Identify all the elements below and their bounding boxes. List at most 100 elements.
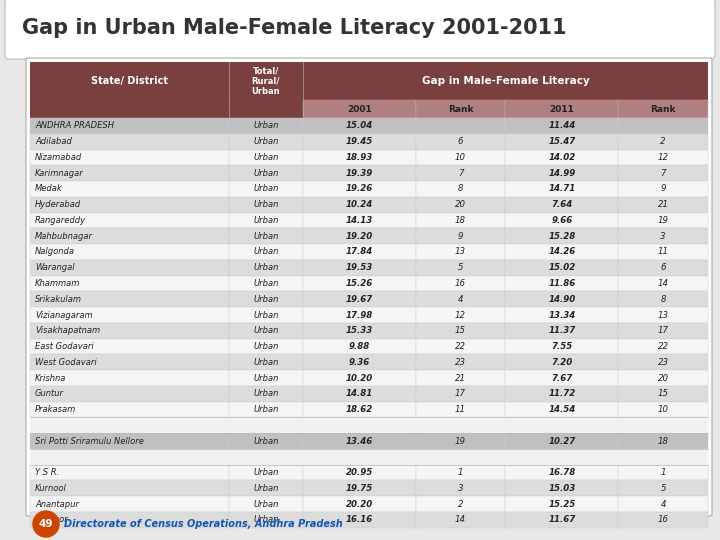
Text: 7: 7 xyxy=(660,168,666,178)
Bar xyxy=(618,354,708,370)
Text: Adilabad: Adilabad xyxy=(35,137,72,146)
Bar xyxy=(229,386,302,402)
Bar xyxy=(302,354,415,370)
Bar xyxy=(302,386,415,402)
Text: Guntur: Guntur xyxy=(35,389,64,399)
Text: Urban: Urban xyxy=(253,326,279,335)
Bar xyxy=(302,292,415,307)
Bar xyxy=(505,150,618,165)
Text: 8: 8 xyxy=(458,185,463,193)
Bar xyxy=(302,512,415,528)
Bar xyxy=(618,150,708,165)
Bar xyxy=(30,197,229,213)
Bar xyxy=(415,228,505,244)
Text: 19.39: 19.39 xyxy=(346,168,373,178)
FancyBboxPatch shape xyxy=(26,58,712,516)
Bar xyxy=(302,244,415,260)
Bar xyxy=(229,181,302,197)
Bar xyxy=(229,228,302,244)
Text: 7.20: 7.20 xyxy=(552,358,572,367)
Bar xyxy=(229,62,302,100)
Bar xyxy=(229,433,302,449)
Bar xyxy=(618,512,708,528)
Text: 8: 8 xyxy=(660,295,666,303)
Bar xyxy=(229,481,302,496)
Text: Hyderabad: Hyderabad xyxy=(35,200,81,209)
Text: 9.36: 9.36 xyxy=(348,358,370,367)
Bar xyxy=(618,275,708,292)
Bar xyxy=(30,181,229,197)
Text: Prakasam: Prakasam xyxy=(35,405,76,414)
Text: 11: 11 xyxy=(455,405,466,414)
Bar xyxy=(505,354,618,370)
Bar xyxy=(302,100,415,118)
Text: 15.03: 15.03 xyxy=(548,484,575,493)
Bar xyxy=(505,496,618,512)
Bar xyxy=(618,481,708,496)
Text: Urban: Urban xyxy=(253,200,279,209)
Text: 20.95: 20.95 xyxy=(346,468,373,477)
Text: Medak: Medak xyxy=(35,185,63,193)
Text: 7: 7 xyxy=(458,168,463,178)
Bar xyxy=(415,323,505,339)
Text: 7.67: 7.67 xyxy=(552,374,572,382)
Text: 16.16: 16.16 xyxy=(346,515,373,524)
Bar xyxy=(415,433,505,449)
Text: 23: 23 xyxy=(657,358,669,367)
Bar xyxy=(415,307,505,323)
Text: East Godavari: East Godavari xyxy=(35,342,94,351)
Bar xyxy=(302,465,415,481)
Bar xyxy=(415,386,505,402)
Bar xyxy=(618,339,708,354)
Text: 5: 5 xyxy=(660,484,666,493)
Text: 19.67: 19.67 xyxy=(346,295,373,303)
Text: 1: 1 xyxy=(458,468,463,477)
Bar xyxy=(415,197,505,213)
Bar xyxy=(505,244,618,260)
Text: 19.26: 19.26 xyxy=(346,185,373,193)
Bar xyxy=(505,165,618,181)
Text: 13.34: 13.34 xyxy=(548,310,575,320)
Text: State/ District: State/ District xyxy=(91,76,168,86)
Text: 16: 16 xyxy=(657,515,669,524)
Text: 15.25: 15.25 xyxy=(548,500,575,509)
Bar xyxy=(415,465,505,481)
Bar xyxy=(229,307,302,323)
Text: 2: 2 xyxy=(458,500,463,509)
Text: 18.62: 18.62 xyxy=(346,405,373,414)
Bar xyxy=(415,481,505,496)
Text: 16: 16 xyxy=(455,279,466,288)
Text: 15: 15 xyxy=(657,389,669,399)
Bar xyxy=(618,307,708,323)
Text: 12: 12 xyxy=(657,153,669,162)
Text: 9: 9 xyxy=(458,232,463,241)
Bar xyxy=(618,181,708,197)
Bar xyxy=(618,386,708,402)
Bar xyxy=(229,134,302,150)
Text: 9.88: 9.88 xyxy=(348,342,370,351)
Text: Urban: Urban xyxy=(253,389,279,399)
Bar xyxy=(302,481,415,496)
Bar xyxy=(618,465,708,481)
Bar xyxy=(302,402,415,417)
Text: 14.54: 14.54 xyxy=(548,405,575,414)
Text: 19.45: 19.45 xyxy=(346,137,373,146)
Text: Anantapur: Anantapur xyxy=(35,500,79,509)
Text: 4: 4 xyxy=(458,295,463,303)
Text: 15.02: 15.02 xyxy=(548,263,575,272)
Text: Warangal: Warangal xyxy=(35,263,75,272)
Text: Srikakulam: Srikakulam xyxy=(35,295,82,303)
Bar xyxy=(30,354,229,370)
Text: 17: 17 xyxy=(657,326,669,335)
Text: Urban: Urban xyxy=(253,247,279,256)
Bar xyxy=(30,118,229,134)
Text: 19.53: 19.53 xyxy=(346,263,373,272)
Bar xyxy=(30,244,229,260)
Bar xyxy=(30,260,229,275)
Text: 18.93: 18.93 xyxy=(346,153,373,162)
Text: 15.47: 15.47 xyxy=(548,137,575,146)
Bar xyxy=(30,100,229,118)
Text: 14.71: 14.71 xyxy=(548,185,575,193)
Bar xyxy=(229,496,302,512)
Bar xyxy=(30,433,229,449)
